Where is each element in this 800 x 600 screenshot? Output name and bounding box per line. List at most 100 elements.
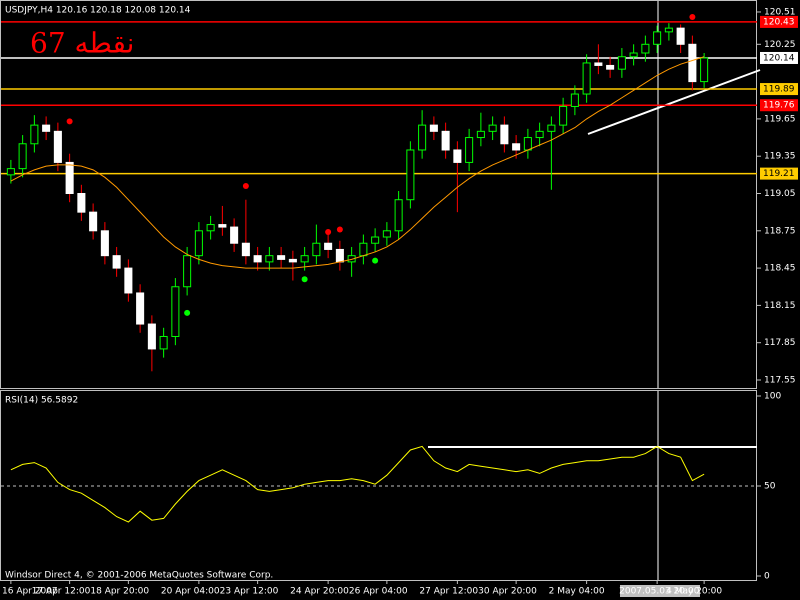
rsi-title: RSI(14) 56.5892 xyxy=(5,396,78,406)
candle-body xyxy=(124,267,133,294)
candle-body xyxy=(312,242,321,257)
level-label: 119.21 xyxy=(763,169,795,179)
candle-body xyxy=(194,230,203,257)
candle-body xyxy=(218,224,227,228)
y-tick-label: 120.51 xyxy=(764,7,796,17)
level-label-box xyxy=(760,167,798,180)
y-tick-label: 118.45 xyxy=(764,264,796,274)
candle-body xyxy=(100,230,109,257)
candle-body xyxy=(265,255,274,263)
level-label: 119.89 xyxy=(763,85,795,95)
level-label-box xyxy=(760,51,798,64)
candle-body xyxy=(65,161,74,195)
candle-body xyxy=(230,226,239,244)
candle-body xyxy=(18,143,27,170)
level-label-box xyxy=(760,83,798,96)
candle-body xyxy=(6,168,15,176)
candle-body xyxy=(547,124,556,132)
x-tick-label: 23 Apr 12:00 xyxy=(220,587,279,597)
candle-body xyxy=(700,57,709,83)
annotation: 67 نقطه xyxy=(30,27,134,60)
level-label: 120.43 xyxy=(763,17,795,27)
y-tick-label: 0 xyxy=(764,572,770,582)
sar-dot xyxy=(184,309,191,316)
y-tick-label: 118.75 xyxy=(764,226,796,236)
sar-dot xyxy=(66,118,73,125)
candle-body xyxy=(453,149,462,163)
candle-body xyxy=(183,255,192,288)
crosshair-label-box xyxy=(620,585,700,597)
sar-dot xyxy=(689,13,696,20)
candle-body xyxy=(30,124,39,145)
sar-dot xyxy=(301,276,308,283)
candle-body xyxy=(606,64,615,70)
y-tick-label: 120.25 xyxy=(764,40,796,50)
x-tick-label: 17 Apr 12:00 xyxy=(32,587,91,597)
candle-body xyxy=(688,43,697,83)
candle-body xyxy=(89,211,98,232)
sar-dot xyxy=(336,226,343,233)
candle-body xyxy=(253,255,262,263)
sar-dot xyxy=(372,257,379,264)
candle-body xyxy=(394,199,403,232)
x-tick-label: 24 Apr 20:00 xyxy=(290,587,349,597)
candle-body xyxy=(617,56,626,70)
candle-body xyxy=(653,31,662,45)
x-tick-label: 2 May 04:00 xyxy=(549,587,605,597)
y-tick-label: 119.05 xyxy=(764,189,796,199)
candle-body xyxy=(418,124,427,151)
candle-body xyxy=(429,124,438,132)
level-label-box xyxy=(760,15,798,28)
level-label: 120.14 xyxy=(763,53,795,63)
y-tick-label: 117.55 xyxy=(764,376,796,386)
footer: Windsor Direct 4, © 2001-2006 MetaQuotes… xyxy=(5,571,273,581)
candle-body xyxy=(171,286,180,337)
trendline xyxy=(587,69,761,135)
y-tick-label: 119.35 xyxy=(764,152,796,162)
candle-body xyxy=(159,335,168,350)
x-tick-label: 20 Apr 04:00 xyxy=(161,587,220,597)
candle-body xyxy=(523,137,532,151)
y-tick-label: 119.65 xyxy=(764,114,796,124)
candle-body xyxy=(241,242,250,257)
moving-average xyxy=(10,56,705,269)
candle-body xyxy=(359,242,368,257)
chart-title: USDJPY,H4 120.16 120.18 120.08 120.14 xyxy=(5,6,191,16)
candle-body xyxy=(641,43,650,54)
candle-body xyxy=(488,124,497,132)
candle-body xyxy=(42,124,51,132)
candle-body xyxy=(535,130,544,139)
candle-body xyxy=(664,27,673,33)
candle-body xyxy=(629,52,638,58)
rsi-line xyxy=(10,445,705,523)
x-tick-label: 26 Apr 04:00 xyxy=(349,587,408,597)
candle-body xyxy=(324,242,333,250)
sar-dot xyxy=(242,183,249,190)
y-tick-label: 118.15 xyxy=(764,301,796,311)
candle-body xyxy=(465,137,474,163)
candle-body xyxy=(476,130,485,139)
price-panel-border xyxy=(0,0,757,389)
y-tick-label: 50 xyxy=(764,482,776,492)
candle-body xyxy=(512,143,521,151)
level-label: 119.76 xyxy=(763,101,795,111)
x-tick-label: 16 Apr 2007 xyxy=(2,587,58,597)
candle-body xyxy=(112,255,121,269)
candle-body xyxy=(147,323,156,350)
candle-body xyxy=(206,224,215,232)
candle-body xyxy=(441,130,450,151)
candle-body xyxy=(570,93,579,107)
x-tick-label: 4 May 20:00 xyxy=(666,587,722,597)
x-tick-label: 27 Apr 12:00 xyxy=(419,587,478,597)
candle-body xyxy=(288,258,297,263)
candle-body xyxy=(277,255,286,260)
sar-dot xyxy=(325,229,332,236)
candle-body xyxy=(77,193,86,213)
candle-body xyxy=(594,62,603,66)
rsi-panel-border xyxy=(0,390,757,581)
x-tick-label: 2007.05.03 20:00 xyxy=(619,587,700,597)
candle-body xyxy=(53,130,62,163)
candle-body xyxy=(335,248,344,263)
